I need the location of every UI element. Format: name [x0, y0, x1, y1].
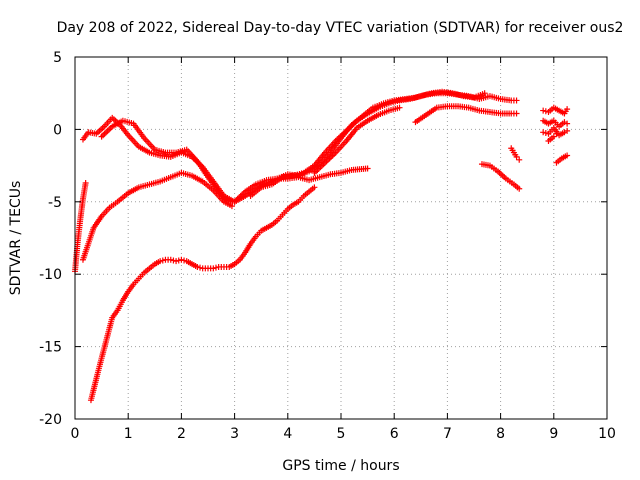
series-arc-1: [87, 184, 318, 404]
data-point-marker: [194, 263, 201, 270]
data-point-marker: [170, 257, 177, 264]
data-point-marker: [513, 97, 520, 104]
grid: [75, 57, 607, 419]
x-tick-label: 10: [598, 426, 616, 442]
data-point-marker: [396, 104, 403, 111]
series-arc-13: [540, 124, 571, 139]
series-arc-8: [412, 103, 520, 126]
data-point-marker: [157, 258, 164, 265]
data-point-marker: [311, 184, 318, 191]
data-point-marker: [564, 106, 571, 113]
x-tick-label: 8: [496, 426, 505, 442]
y-tick-label: -15: [39, 340, 62, 356]
data-point-marker: [82, 179, 89, 186]
data-point-marker: [513, 110, 520, 117]
series-arc-10: [508, 145, 523, 163]
series-arc-12: [540, 117, 571, 130]
y-tick-label: -5: [48, 195, 62, 211]
x-tick-label: 1: [124, 426, 133, 442]
data-point-marker: [178, 256, 185, 263]
data-point-marker: [564, 152, 571, 159]
series-arc-15: [553, 152, 571, 166]
series-arc-6: [247, 88, 488, 200]
data-marks: [72, 88, 571, 404]
data-point-marker: [553, 130, 560, 137]
series-arc-14: [545, 130, 560, 144]
x-tick-label: 9: [549, 426, 558, 442]
data-point-marker: [210, 265, 217, 272]
data-point-marker: [197, 264, 204, 271]
x-tick-label: 6: [390, 426, 399, 442]
x-tick-label: 7: [443, 426, 452, 442]
data-point-marker: [564, 120, 571, 127]
data-point-marker: [542, 130, 549, 137]
y-tick-label: -20: [39, 412, 62, 428]
data-point-marker: [516, 185, 523, 192]
series-arc-3: [79, 169, 235, 263]
y-tick-label: -10: [39, 267, 62, 283]
data-point-marker: [228, 203, 235, 210]
x-tick-label: 4: [283, 426, 292, 442]
data-point-marker: [564, 127, 571, 134]
data-point-marker: [513, 153, 520, 160]
x-tick-label: 0: [71, 426, 80, 442]
series-arc-7: [311, 104, 403, 176]
data-point-marker: [550, 133, 557, 140]
y-tick-label: 5: [53, 50, 62, 66]
data-point-marker: [542, 108, 549, 115]
x-tick-label: 2: [177, 426, 186, 442]
data-point-marker: [516, 156, 523, 163]
series-arc-9: [478, 161, 523, 192]
data-point-marker: [175, 257, 182, 264]
data-point-marker: [181, 257, 188, 264]
data-point-marker: [167, 256, 174, 263]
data-point-marker: [364, 165, 371, 172]
data-point-marker: [540, 107, 547, 114]
chart-title: Day 208 of 2022, Sidereal Day-to-day VTE…: [57, 20, 624, 36]
data-point-marker: [212, 264, 219, 271]
data-point-marker: [540, 129, 547, 136]
data-point-marker: [159, 257, 166, 264]
data-point-marker: [481, 90, 488, 97]
data-point-marker: [173, 258, 180, 265]
axis-ticks: 0 1 2 3 4 5 6 7 8 9 10 5 0 -5 -10 -15 -20: [39, 50, 616, 442]
y-axis-label: SDTVAR / TECUs: [8, 181, 24, 296]
y-tick-label: 0: [53, 122, 62, 138]
x-tick-label: 3: [230, 426, 239, 442]
x-axis-label: GPS time / hours: [282, 458, 399, 474]
x-tick-label: 5: [337, 426, 346, 442]
series-arc-11: [540, 104, 571, 117]
